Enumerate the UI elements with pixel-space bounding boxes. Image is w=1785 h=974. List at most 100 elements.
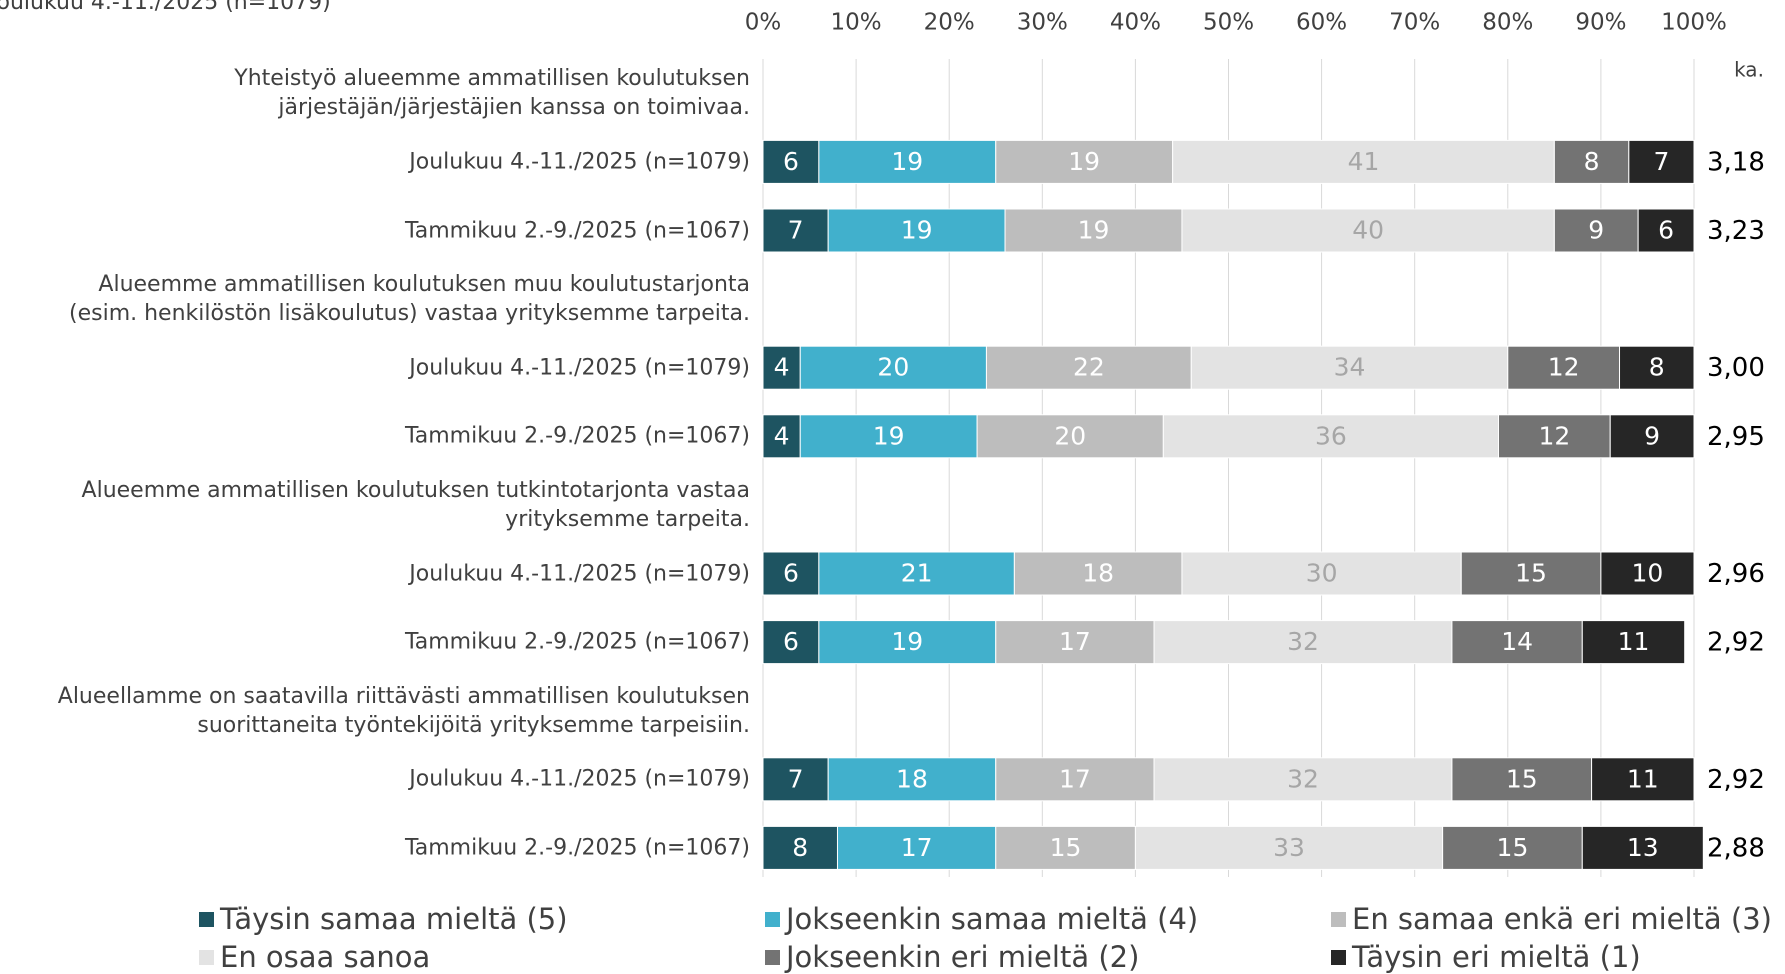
bar-segment <box>1581 825 1704 870</box>
data-label: 6 <box>783 147 799 176</box>
category-label: Alueemme ammatillisen koulutuksen muu ko… <box>69 272 750 327</box>
bar-segment <box>1451 757 1593 802</box>
legend-swatch <box>765 950 780 965</box>
mean-label: 3,18 <box>1707 147 1765 177</box>
mean-label: 2,92 <box>1707 628 1765 658</box>
mean-label: 2,88 <box>1707 833 1765 863</box>
data-label: 20 <box>877 353 909 382</box>
data-label: 34 <box>1334 353 1366 382</box>
bar-segment <box>1172 139 1555 184</box>
bar-segment <box>1581 620 1686 665</box>
data-label: 40 <box>1352 216 1384 245</box>
data-label: 19 <box>891 627 923 656</box>
bar-segment <box>1013 551 1183 596</box>
data-label: 15 <box>1506 764 1538 793</box>
bar-segment <box>762 414 801 459</box>
data-label: 20 <box>1054 421 1086 450</box>
bar-segment <box>799 414 978 459</box>
data-label: 19 <box>901 216 933 245</box>
bar-segment <box>1507 345 1621 390</box>
x-tick-label: 100% <box>1661 10 1727 36</box>
data-label: 10 <box>1632 559 1664 588</box>
mean-header: ka. <box>1734 58 1764 82</box>
bar-segment <box>818 551 1015 596</box>
mean-label: 3,00 <box>1707 353 1765 383</box>
data-label: 32 <box>1287 627 1319 656</box>
bar-segment <box>995 139 1174 184</box>
bar-segment <box>1162 414 1499 459</box>
data-label: 19 <box>873 421 905 450</box>
bar-segment <box>799 345 987 390</box>
bar-segment <box>836 825 997 870</box>
data-label: 17 <box>1059 627 1091 656</box>
bar-segment <box>1134 825 1444 870</box>
bar-segment <box>1619 345 1695 390</box>
data-label: 4 <box>774 421 790 450</box>
legend-swatch <box>199 950 214 965</box>
bar-segment <box>995 620 1155 665</box>
bar-segment <box>1600 551 1695 596</box>
bar-segment <box>827 208 1006 253</box>
bar-segment <box>818 139 997 184</box>
data-label: 12 <box>1538 421 1570 450</box>
bar-segment <box>1460 551 1602 596</box>
bar-segment <box>1609 414 1695 459</box>
data-label: 41 <box>1348 147 1380 176</box>
category-label: Joulukuu 4.-11./2025 (n=1079) <box>409 561 750 586</box>
x-tick-label: 10% <box>831 10 882 36</box>
bar-segment <box>762 825 838 870</box>
data-label: 15 <box>1497 833 1529 862</box>
data-label: 7 <box>788 764 804 793</box>
mean-label: 2,96 <box>1707 559 1765 589</box>
bar-segment <box>762 345 801 390</box>
mean-label: 2,95 <box>1707 422 1765 452</box>
data-label: 30 <box>1306 559 1338 588</box>
legend-swatch <box>1331 912 1346 927</box>
bar-segment <box>1181 551 1462 596</box>
data-label: 6 <box>783 559 799 588</box>
bar-segment <box>1153 620 1453 665</box>
legend-label: En samaa enkä eri mieltä (3) <box>1352 902 1772 936</box>
data-label: 4 <box>774 353 790 382</box>
x-tick-label: 50% <box>1203 10 1254 36</box>
x-tick-label: 90% <box>1575 10 1626 36</box>
x-tick-label: 0% <box>745 10 782 36</box>
subtitle: Joulukuu 4.-11./2025 (n=1079) <box>0 0 331 15</box>
bar-segment <box>1004 208 1183 253</box>
data-label: 7 <box>788 216 804 245</box>
data-label: 9 <box>1588 216 1604 245</box>
legend-label: Jokseenkin samaa mieltä (4) <box>784 902 1198 936</box>
bar-segment <box>1553 139 1630 184</box>
bar-segment <box>1190 345 1509 390</box>
data-label: 8 <box>792 833 808 862</box>
x-tick-label: 30% <box>1017 10 1068 36</box>
data-label: 7 <box>1653 147 1669 176</box>
x-tick-label: 80% <box>1482 10 1533 36</box>
data-label: 19 <box>1078 216 1110 245</box>
bar-segment <box>762 620 820 665</box>
data-label: 9 <box>1644 421 1660 450</box>
mean-label: 2,92 <box>1707 765 1765 795</box>
data-label: 14 <box>1501 627 1533 656</box>
category-label: Joulukuu 4.-11./2025 (n=1079) <box>409 355 750 381</box>
data-label: 15 <box>1515 559 1547 588</box>
bar-segment <box>985 345 1192 390</box>
bar-segment <box>1497 414 1611 459</box>
bar-segment <box>1153 757 1453 802</box>
data-label: 6 <box>783 627 799 656</box>
data-label: 21 <box>901 559 933 588</box>
legend-swatch <box>765 912 780 927</box>
category-label: Joulukuu 4.-11./2025 (n=1079) <box>409 766 750 792</box>
legend-swatch <box>1331 950 1346 965</box>
data-label: 17 <box>1059 764 1091 793</box>
bar-segment <box>1181 208 1555 253</box>
data-label: 12 <box>1548 353 1580 382</box>
data-label: 11 <box>1618 627 1650 656</box>
bar-segment <box>1451 620 1583 665</box>
data-label: 19 <box>1068 147 1100 176</box>
category-label: Joulukuu 4.-11./2025 (n=1079) <box>409 149 750 175</box>
category-label: Alueemme ammatillisen koulutuksen tutkin… <box>81 477 750 532</box>
data-label: 36 <box>1315 421 1347 450</box>
bar-segment <box>995 757 1155 802</box>
